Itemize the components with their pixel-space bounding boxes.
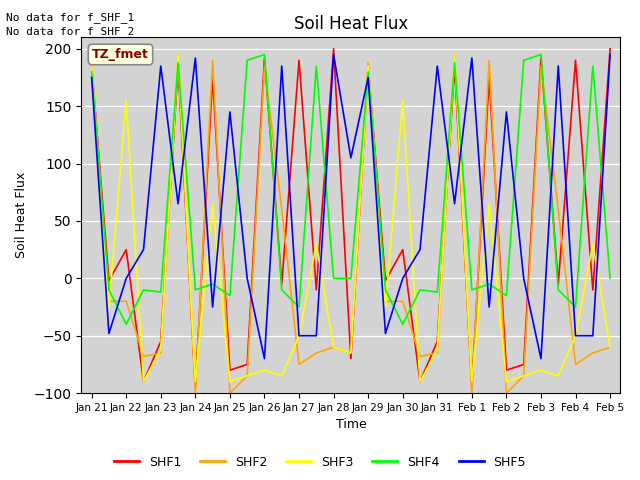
Title: Soil Heat Flux: Soil Heat Flux: [294, 15, 408, 33]
Text: No data for f_SHF_1: No data for f_SHF_1: [6, 12, 134, 23]
Text: No data for f_SHF_2: No data for f_SHF_2: [6, 26, 134, 37]
Legend: SHF1, SHF2, SHF3, SHF4, SHF5: SHF1, SHF2, SHF3, SHF4, SHF5: [109, 451, 531, 474]
X-axis label: Time: Time: [335, 419, 366, 432]
Text: TZ_fmet: TZ_fmet: [92, 48, 149, 61]
Y-axis label: Soil Heat Flux: Soil Heat Flux: [15, 172, 28, 258]
